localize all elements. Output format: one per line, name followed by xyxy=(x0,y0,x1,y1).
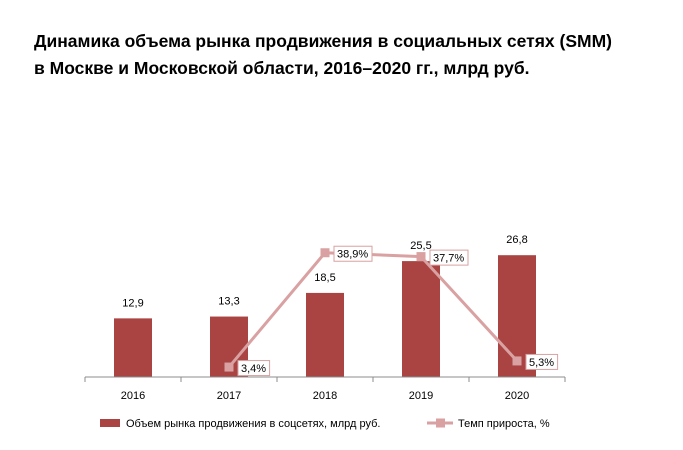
growth-rate-label-text: 38,9% xyxy=(337,249,368,261)
growth-rate-label: 3,4% xyxy=(237,360,271,377)
growth-rate-label: 37,7% xyxy=(429,249,469,266)
legend-label-bars: Объем рынка продвижения в соцсетях, млрд… xyxy=(126,418,380,430)
growth-rate-label: 38,9% xyxy=(333,245,373,262)
chart-title-line-1: Динамика объема рынка продвижения в соци… xyxy=(34,31,613,51)
bar-2019 xyxy=(402,261,440,377)
x-tick-label: 2019 xyxy=(409,390,433,402)
legend-label-line: Темп прироста, % xyxy=(458,418,550,430)
x-tick-label: 2020 xyxy=(505,390,529,402)
bar-value-label: 13,3 xyxy=(218,296,239,308)
growth-rate-label-text: 37,7% xyxy=(433,253,464,265)
bar-value-label: 25,5 xyxy=(410,240,431,252)
growth-rate-label-text: 3,4% xyxy=(241,363,266,375)
chart-title-line-2: в Москве и Московской области, 2016–2020… xyxy=(34,58,530,78)
legend-swatch-bars xyxy=(100,419,120,427)
chart-title: Динамика объема рынка продвижения в соци… xyxy=(34,28,674,82)
growth-rate-label: 5,3% xyxy=(525,353,559,370)
growth-rate-marker xyxy=(224,362,234,372)
growth-rate-marker xyxy=(320,248,330,258)
growth-rate-line xyxy=(227,251,519,369)
growth-rate-marker xyxy=(416,252,426,262)
bar-value-label: 26,8 xyxy=(506,234,527,246)
x-tick-label: 2016 xyxy=(121,390,145,402)
growth-rate-marker xyxy=(512,356,522,366)
bar-value-label: 12,9 xyxy=(122,297,143,309)
x-tick-label: 2018 xyxy=(313,390,337,402)
bar-2018 xyxy=(306,292,344,377)
x-tick-label: 2017 xyxy=(217,390,241,402)
bar-value-label: 18,5 xyxy=(314,272,335,284)
bar-2016 xyxy=(114,318,152,377)
legend-swatch-marker xyxy=(436,418,445,428)
growth-rate-label-text: 5,3% xyxy=(529,357,554,369)
